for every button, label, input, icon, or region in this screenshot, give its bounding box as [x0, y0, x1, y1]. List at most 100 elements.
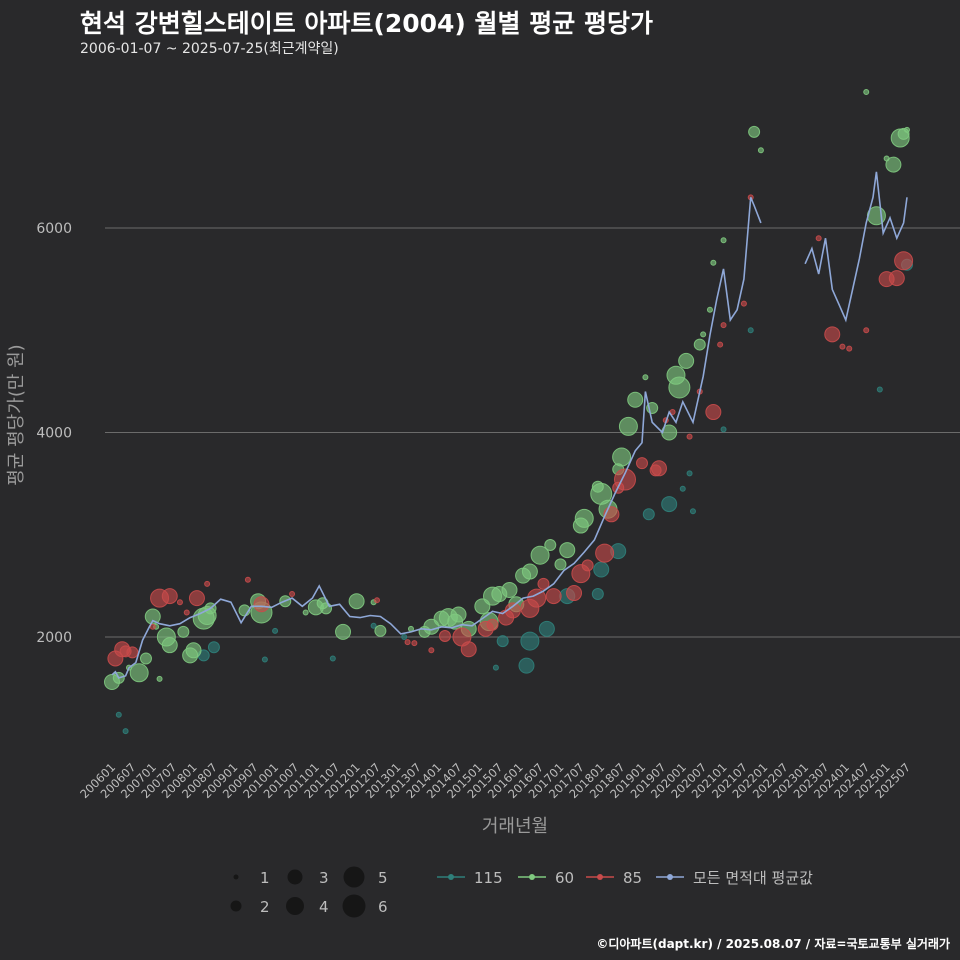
data-point-85 — [566, 585, 583, 602]
legend-series-label: 60 — [555, 869, 574, 887]
y-tick-label: 4000 — [36, 426, 72, 442]
legend-size-marker — [286, 897, 304, 915]
data-point-60 — [320, 602, 333, 615]
data-point-60 — [748, 125, 761, 138]
data-point-115 — [207, 641, 220, 654]
data-point-60 — [618, 416, 638, 436]
legend-size-label: 5 — [378, 869, 388, 887]
data-point-60 — [335, 623, 352, 640]
data-point-115 — [686, 470, 693, 477]
data-point-85 — [705, 404, 722, 421]
data-point-85 — [595, 543, 615, 563]
data-point-115 — [538, 620, 555, 637]
data-point-60 — [177, 625, 190, 638]
data-point-85 — [839, 343, 846, 350]
legend-series-label: 115 — [474, 869, 503, 887]
data-point-85 — [188, 590, 205, 607]
data-point-85 — [650, 460, 667, 477]
x-axis-label: 거래년월 — [482, 816, 548, 837]
data-point-60 — [544, 538, 557, 551]
data-point-60 — [129, 663, 149, 683]
data-point-85 — [183, 609, 190, 616]
data-point-85 — [717, 341, 724, 348]
data-point-85 — [411, 640, 418, 647]
data-point-60 — [521, 563, 538, 580]
legend-point-swatch — [667, 874, 673, 880]
legend-size-label: 1 — [260, 869, 270, 887]
data-point-85 — [545, 588, 562, 605]
legend-size-label: 2 — [260, 898, 270, 916]
x-axis-ticks: 2006012006072007012007072008012008072009… — [77, 760, 913, 801]
data-point-60 — [450, 606, 467, 623]
data-point-60 — [559, 542, 576, 559]
data-point-85 — [504, 602, 521, 619]
data-point-115 — [261, 656, 268, 663]
data-point-60 — [302, 609, 309, 616]
chart-title: 현석 강변힐스테이트 아파트(2004) 월별 평균 평당가 — [80, 9, 653, 38]
data-point-60 — [885, 156, 902, 173]
data-point-85 — [846, 345, 853, 352]
legend-series-label: 85 — [623, 869, 642, 887]
average-line — [111, 171, 908, 679]
data-point-60 — [501, 581, 518, 598]
data-point-115 — [720, 426, 727, 433]
data-point-60 — [554, 558, 567, 571]
data-point-115 — [272, 627, 279, 634]
legend-size-marker — [343, 866, 365, 888]
data-point-60 — [642, 374, 649, 381]
average-line-segment — [804, 171, 908, 323]
data-point-85 — [204, 580, 211, 587]
data-point-85 — [126, 646, 139, 659]
legend-size-label: 4 — [319, 898, 329, 916]
data-point-60 — [863, 89, 870, 96]
data-point-115 — [642, 508, 655, 521]
data-point-85 — [486, 618, 499, 631]
legend-size-marker — [233, 874, 239, 880]
data-point-85 — [537, 577, 550, 590]
data-point-115 — [518, 657, 535, 674]
data-point-85 — [244, 576, 251, 583]
data-point-60 — [693, 338, 706, 351]
legend-size-marker — [287, 869, 303, 885]
data-point-85 — [374, 597, 380, 604]
data-point-60 — [574, 508, 594, 528]
data-point-60 — [612, 447, 632, 467]
legend-size-label: 3 — [319, 869, 329, 887]
data-point-115 — [661, 496, 678, 513]
data-point-85 — [253, 596, 270, 613]
data-point-115 — [115, 711, 122, 718]
data-points — [104, 89, 914, 735]
y-tick-label: 6000 — [36, 221, 72, 237]
data-point-60 — [348, 593, 365, 610]
data-point-115 — [747, 327, 754, 334]
data-point-115 — [401, 634, 408, 640]
data-point-85 — [176, 599, 183, 606]
data-point-60 — [700, 331, 707, 338]
data-point-60 — [668, 376, 691, 399]
data-point-60 — [185, 642, 202, 659]
data-point-115 — [370, 622, 377, 629]
data-point-60 — [757, 147, 764, 154]
legend-point-swatch — [448, 874, 454, 880]
data-point-85 — [824, 326, 841, 343]
legend: 1 2 3 4 5 6 115 60 85 모든 면적대 평균값 — [230, 866, 813, 918]
data-point-60 — [374, 624, 387, 637]
chart-subtitle: 2006-01-07 ~ 2025-07-25(최근계약일) — [80, 41, 339, 57]
data-point-60 — [627, 391, 644, 408]
data-point-115 — [492, 664, 499, 671]
y-tick-label: 2000 — [36, 630, 72, 646]
legend-size-marker — [230, 900, 242, 912]
data-point-85 — [460, 641, 477, 658]
legend-size-label: 6 — [378, 898, 388, 916]
data-point-60 — [706, 306, 713, 313]
data-point-85 — [720, 322, 727, 329]
footer-credit: ©디아파트(dapt.kr) / 2025.08.07 / 자료=국토교통부 실… — [596, 937, 950, 951]
data-point-85 — [888, 270, 905, 287]
data-point-85 — [428, 647, 435, 654]
data-point-85 — [740, 300, 747, 307]
data-point-60 — [710, 259, 717, 266]
data-point-60 — [720, 237, 727, 244]
data-point-85 — [863, 327, 870, 334]
data-point-85 — [289, 591, 296, 598]
